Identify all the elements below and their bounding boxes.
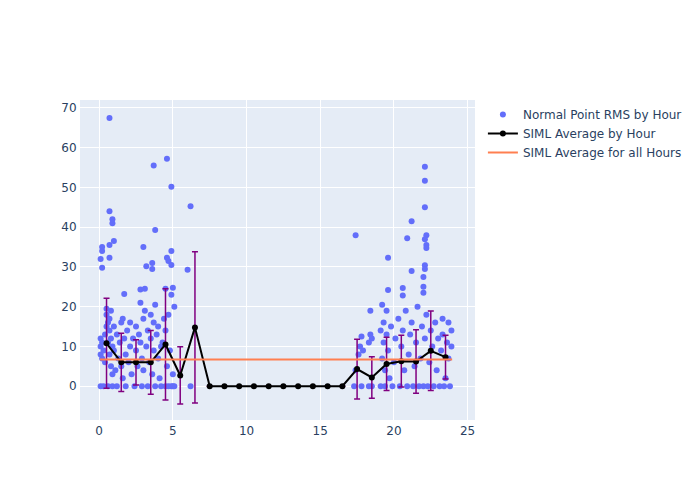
svg-text:SIML Average for all Hours: SIML Average for all Hours <box>523 146 681 160</box>
svg-text:60: 60 <box>61 141 76 155</box>
svg-text:30: 30 <box>61 260 76 274</box>
svg-text:10: 10 <box>61 340 76 354</box>
svg-text:40: 40 <box>61 220 76 234</box>
svg-text:0: 0 <box>95 424 103 438</box>
svg-text:Normal Point RMS by Hour: Normal Point RMS by Hour <box>523 108 681 122</box>
svg-text:50: 50 <box>61 181 76 195</box>
svg-text:25: 25 <box>460 424 475 438</box>
svg-text:SIML Average by Hour: SIML Average by Hour <box>523 127 656 141</box>
svg-text:20: 20 <box>61 300 76 314</box>
svg-text:5: 5 <box>169 424 177 438</box>
svg-text:15: 15 <box>313 424 328 438</box>
svg-text:10: 10 <box>239 424 254 438</box>
svg-text:70: 70 <box>61 101 76 115</box>
svg-text:0: 0 <box>69 379 77 393</box>
svg-text:20: 20 <box>386 424 401 438</box>
